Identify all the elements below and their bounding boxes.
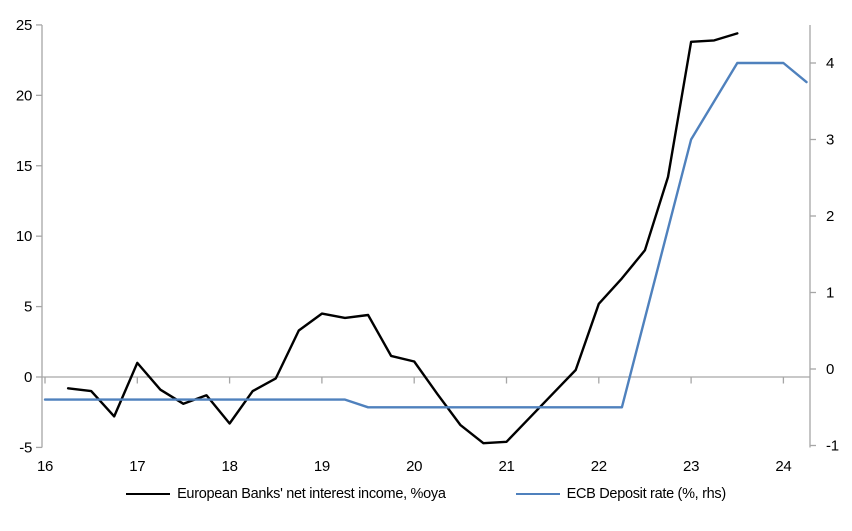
y-axis-right-tick-label: -1 <box>826 438 839 455</box>
y-axis-left-tick-label: -5 <box>19 439 32 456</box>
y-axis-left-tick-label: 0 <box>24 369 32 386</box>
y-axis-right-tick-label: 2 <box>826 208 834 225</box>
legend-item-ecb-deposit-rate: ECB Deposit rate (%, rhs) <box>515 486 727 502</box>
x-axis-tick-label: 20 <box>406 458 422 475</box>
y-axis-right-tick-label: 1 <box>826 285 834 302</box>
y-axis-right-tick-label: 4 <box>826 55 834 72</box>
legend-swatch-ecb-deposit-rate <box>515 493 560 495</box>
x-axis-tick-label: 22 <box>591 458 607 475</box>
y-axis-right-tick-label: 0 <box>826 361 834 378</box>
y-axis-left-tick-label: 15 <box>16 158 32 175</box>
x-axis-tick-label: 19 <box>314 458 330 475</box>
y-axis-left-tick-label: 10 <box>16 228 32 245</box>
series-line-ecb-deposit-rate <box>43 61 808 409</box>
x-axis-tick-label: 18 <box>222 458 238 475</box>
series-line-net-interest-income <box>66 32 739 445</box>
legend-swatch-net-interest-income <box>126 493 171 495</box>
legend-item-net-interest-income: European Banks' net interest income, %oy… <box>126 486 446 502</box>
y-axis-left-tick-label: 20 <box>16 87 32 104</box>
x-axis-tick-label: 23 <box>683 458 699 475</box>
x-axis-tick-label: 16 <box>37 458 53 475</box>
legend-label-ecb-deposit-rate: ECB Deposit rate (%, rhs) <box>566 486 727 502</box>
legend: European Banks' net interest income, %oy… <box>0 486 852 502</box>
y-axis-left-tick-label: 5 <box>24 299 32 316</box>
y-axis-right-tick-label: 3 <box>826 132 834 149</box>
x-axis-tick-label: 21 <box>498 458 514 475</box>
x-axis-tick-label: 17 <box>129 458 145 475</box>
legend-label-net-interest-income: European Banks' net interest income, %oy… <box>177 486 446 502</box>
x-axis-tick-label: 24 <box>775 458 791 475</box>
y-axis-left-tick-label: 25 <box>16 17 32 34</box>
